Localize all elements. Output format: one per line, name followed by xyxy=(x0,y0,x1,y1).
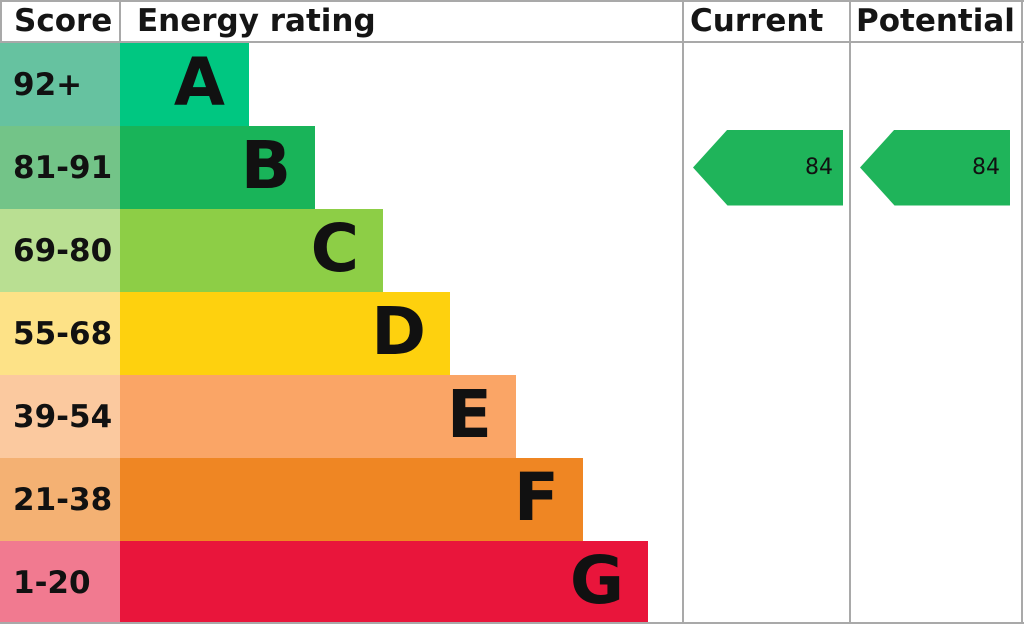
band-letter-b: B xyxy=(240,126,291,204)
score-range-e: 39-54 xyxy=(0,375,120,458)
score-column-header: Score xyxy=(14,2,113,39)
band-row-d: 55-68 D xyxy=(0,292,1024,375)
band-bar-c: C xyxy=(120,209,383,292)
band-letter-c: C xyxy=(310,209,359,287)
table-header: Score Energy rating Current Potential xyxy=(0,0,1024,43)
band-row-f: 21-38 F xyxy=(0,458,1024,541)
top-border xyxy=(0,0,1024,2)
band-bar-f: F xyxy=(120,458,583,541)
band-row-a: 92+ A xyxy=(0,43,1024,126)
band-bar-d: D xyxy=(120,292,450,375)
potential-rating-value: 84 xyxy=(972,154,1000,180)
band-letter-e: E xyxy=(446,375,492,453)
band-bar-a: A xyxy=(120,43,249,126)
band-bar-g: G xyxy=(120,541,648,624)
bottom-border xyxy=(0,622,1024,624)
header-divider xyxy=(0,41,1024,43)
potential-rating-arrow: 84 xyxy=(860,129,1010,206)
current-column-divider xyxy=(682,0,684,624)
score-range-f: 21-38 xyxy=(0,458,120,541)
band-bar-e: E xyxy=(120,375,516,458)
band-letter-f: F xyxy=(513,458,559,536)
current-rating-value: 84 xyxy=(805,154,833,180)
header-left-border xyxy=(0,0,2,43)
score-range-a: 92+ xyxy=(0,43,120,126)
score-range-g: 1-20 xyxy=(0,541,120,624)
band-row-c: 69-80 C xyxy=(0,209,1024,292)
band-letter-g: G xyxy=(569,541,624,619)
band-row-e: 39-54 E xyxy=(0,375,1024,458)
right-border xyxy=(1021,0,1023,624)
potential-column-divider xyxy=(849,0,851,624)
band-letter-d: D xyxy=(371,292,426,370)
band-row-b: 81-91 B xyxy=(0,126,1024,209)
energy-rating-column-header: Energy rating xyxy=(137,2,376,39)
current-rating-arrow: 84 xyxy=(693,129,843,206)
score-range-b: 81-91 xyxy=(0,126,120,209)
score-column-divider xyxy=(119,0,121,43)
score-range-d: 55-68 xyxy=(0,292,120,375)
score-range-c: 69-80 xyxy=(0,209,120,292)
potential-column-header: Potential xyxy=(856,2,1015,39)
band-bar-b: B xyxy=(120,126,315,209)
band-row-g: 1-20 G xyxy=(0,541,1024,624)
current-column-header: Current xyxy=(690,2,824,39)
band-letter-a: A xyxy=(173,43,225,121)
